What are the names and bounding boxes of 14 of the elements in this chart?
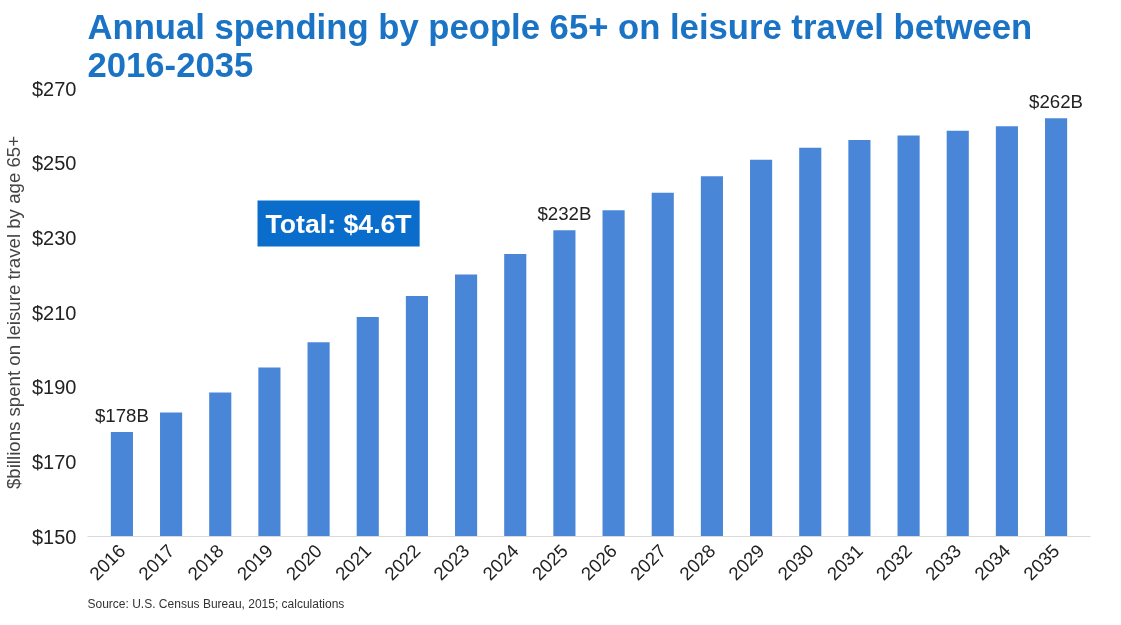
y-tick-label: $150 [32,525,77,548]
annotation: Total: $4.6T [265,208,412,239]
y-tick-label: $170 [32,450,77,473]
data-label: $232B [537,203,592,225]
data-label: $178B [94,404,149,426]
y-tick-label: $230 [32,226,77,249]
chart-title: Annual spending by people 65+ on leisure travel between 2016-2035 [87,7,1033,84]
y-tick-label: $270 [32,77,77,100]
source-note: Source: U.S. Census Bureau, 2015; calculations [87,596,345,611]
y-tick-label: $190 [32,376,77,399]
data-label: $262B [1029,91,1084,113]
y-tick-label: $250 [32,152,77,175]
y-axis-title: $billions spent on leisure travel by age 65+ [3,135,25,490]
y-tick-label: $210 [32,301,77,324]
